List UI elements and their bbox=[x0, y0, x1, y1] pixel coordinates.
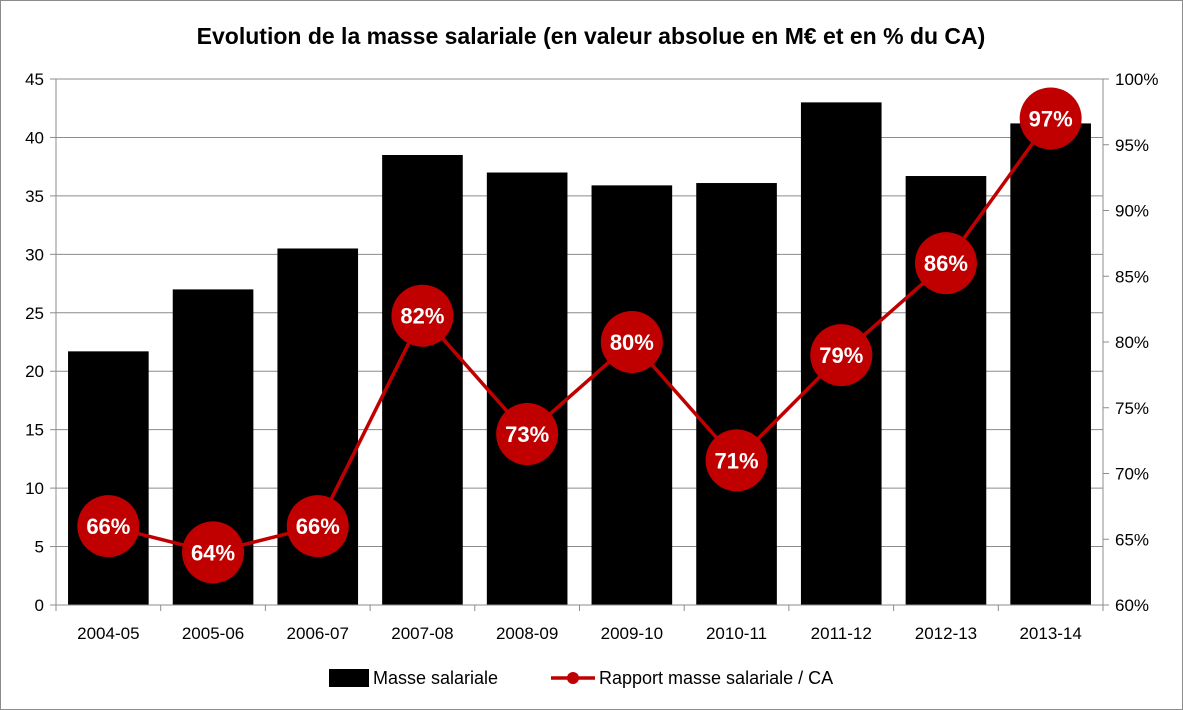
legend-swatch-marker bbox=[567, 672, 579, 684]
x-tick-label: 2006-07 bbox=[287, 624, 349, 643]
data-point-label: 66% bbox=[296, 514, 340, 539]
x-tick-label: 2010-11 bbox=[706, 624, 767, 643]
bar bbox=[696, 183, 777, 605]
bar bbox=[1010, 123, 1091, 605]
left-tick-label: 10 bbox=[25, 479, 44, 498]
right-tick-label: 90% bbox=[1115, 202, 1149, 221]
x-tick-label: 2008-09 bbox=[496, 624, 558, 643]
axes: 0 5 10 15 20 25 30 35 40 45 60% 65% 70% 75% 80% 85% 90% 9… bbox=[25, 70, 1158, 643]
right-tick-label: 95% bbox=[1115, 136, 1149, 155]
bar bbox=[591, 185, 673, 605]
right-tick-label: 75% bbox=[1115, 399, 1149, 418]
data-point-marker bbox=[914, 232, 977, 295]
data-point-label: 79% bbox=[819, 343, 863, 368]
data-point-label: 71% bbox=[715, 448, 759, 473]
data-point-marker bbox=[182, 521, 245, 584]
right-tick-label: 85% bbox=[1115, 267, 1149, 286]
left-tick-label: 40 bbox=[25, 128, 44, 147]
left-tick-label: 35 bbox=[25, 187, 44, 206]
left-tick-label: 5 bbox=[35, 538, 44, 557]
data-point-marker bbox=[286, 495, 349, 558]
bar bbox=[486, 172, 568, 605]
x-tick-label: 2013-14 bbox=[1019, 624, 1081, 643]
right-tick-label: 100% bbox=[1115, 70, 1158, 89]
left-tick-label: 30 bbox=[25, 245, 44, 264]
right-tick-label: 65% bbox=[1115, 530, 1149, 549]
x-tick-label: 2011-12 bbox=[811, 624, 872, 643]
right-tick-label: 70% bbox=[1115, 465, 1149, 484]
legend-label-bar: Masse salariale bbox=[373, 668, 498, 688]
x-tick-label: 2007-08 bbox=[391, 624, 453, 643]
chart-title: Evolution de la masse salariale (en vale… bbox=[197, 23, 986, 49]
legend: Masse salariale Rapport masse salariale /… bbox=[329, 668, 833, 688]
bar bbox=[68, 351, 149, 605]
right-tick-label: 60% bbox=[1115, 596, 1149, 615]
left-tick-label: 45 bbox=[25, 70, 44, 89]
line-series: 66% 64% 66% 82% 73% 80% 71% 79% 86% 97% bbox=[77, 87, 1082, 584]
legend-label-line: Rapport masse salariale / CA bbox=[599, 668, 833, 688]
x-tick-label: 2009-10 bbox=[601, 624, 663, 643]
data-point-label: 80% bbox=[610, 330, 654, 355]
data-point-marker bbox=[1019, 87, 1082, 150]
data-point-label: 86% bbox=[924, 251, 968, 276]
data-point-label: 66% bbox=[86, 514, 130, 539]
right-tick-label: 80% bbox=[1115, 333, 1149, 352]
x-tick-label: 2004-05 bbox=[77, 624, 139, 643]
bar bbox=[382, 154, 463, 605]
data-point-marker bbox=[77, 495, 140, 558]
left-tick-label: 0 bbox=[35, 596, 44, 615]
series-line bbox=[107, 117, 1053, 555]
left-tick-label: 15 bbox=[25, 421, 44, 440]
x-tick-label: 2012-13 bbox=[915, 624, 977, 643]
data-point-label: 73% bbox=[505, 422, 549, 447]
x-tick-label: 2005-06 bbox=[182, 624, 244, 643]
data-point-label: 64% bbox=[191, 540, 235, 565]
data-point-marker bbox=[496, 403, 559, 466]
data-point-marker bbox=[391, 284, 454, 347]
data-point-marker bbox=[705, 429, 768, 492]
left-tick-label: 25 bbox=[25, 304, 44, 323]
data-point-label: 82% bbox=[400, 304, 444, 329]
legend-swatch-bar bbox=[329, 669, 369, 687]
left-tick-label: 20 bbox=[25, 362, 44, 381]
data-point-marker bbox=[810, 324, 873, 387]
data-point-label: 97% bbox=[1029, 106, 1073, 131]
data-point-marker bbox=[600, 311, 663, 373]
